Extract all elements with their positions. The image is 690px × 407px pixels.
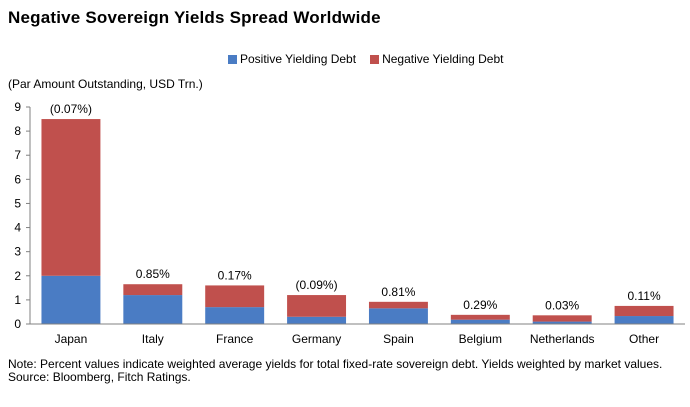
x-tick-label-france: France <box>216 332 254 346</box>
legend: Positive Yielding Debt Negative Yielding… <box>228 52 518 66</box>
y-tick-label: 3 <box>14 245 21 259</box>
x-tick-label-netherlands: Netherlands <box>530 332 595 346</box>
chart-title: Negative Sovereign Yields Spread Worldwi… <box>8 8 381 27</box>
bar-positive-france <box>205 307 265 324</box>
bar-negative-germany <box>287 295 347 317</box>
bar-negative-japan <box>41 119 101 276</box>
note-text: Note: Percent values indicate weighted a… <box>8 357 663 371</box>
x-tick-label-belgium: Belgium <box>459 332 502 346</box>
bar-negative-france <box>205 285 265 308</box>
x-tick-label-other: Other <box>629 332 659 346</box>
data-label-netherlands: 0.03% <box>545 298 579 312</box>
bar-positive-italy <box>123 295 183 324</box>
y-axis-label: (Par Amount Outstanding, USD Trn.) <box>8 77 203 91</box>
bar-negative-spain <box>368 301 428 309</box>
bar-negative-netherlands <box>532 315 592 322</box>
legend-label-positive: Positive Yielding Debt <box>240 52 357 66</box>
x-tick-label-japan: Japan <box>55 332 88 346</box>
data-label-spain: 0.81% <box>381 285 415 299</box>
source-text: Source: Bloomberg, Fitch Ratings. <box>8 370 191 384</box>
y-tick-label: 9 <box>14 100 21 114</box>
legend-item-negative: Negative Yielding Debt <box>370 52 504 66</box>
x-tick-label-spain: Spain <box>383 332 414 346</box>
y-tick-label: 0 <box>14 317 21 331</box>
data-label-belgium: 0.29% <box>463 298 497 312</box>
y-tick-label: 2 <box>14 269 21 283</box>
y-tick-label: 8 <box>14 124 21 138</box>
y-tick-label: 6 <box>14 172 21 186</box>
bar-positive-netherlands <box>532 321 592 324</box>
bar-positive-spain <box>368 308 428 324</box>
y-tick-label: 1 <box>14 293 21 307</box>
legend-swatch-positive <box>228 54 237 64</box>
data-label-japan: (0.07%) <box>50 102 92 116</box>
legend-label-negative: Negative Yielding Debt <box>382 52 504 66</box>
bar-positive-japan <box>41 275 101 324</box>
data-label-france: 0.17% <box>218 268 252 282</box>
bar-positive-germany <box>287 316 347 324</box>
bar-negative-italy <box>123 284 183 296</box>
data-label-italy: 0.85% <box>136 267 170 281</box>
bar-negative-belgium <box>450 314 510 320</box>
y-tick-label: 7 <box>14 148 21 162</box>
data-label-other: 0.11% <box>627 289 660 303</box>
chart-note: Note: Percent values indicate weighted a… <box>8 358 683 384</box>
legend-item-positive: Positive Yielding Debt <box>228 52 356 66</box>
bar-negative-other <box>614 305 674 317</box>
x-tick-label-germany: Germany <box>292 332 341 346</box>
bar-positive-other <box>614 316 674 324</box>
legend-swatch-negative <box>370 54 380 64</box>
y-tick-label: 4 <box>14 221 21 235</box>
bar-positive-belgium <box>450 319 510 324</box>
data-label-germany: (0.09%) <box>296 278 338 292</box>
y-tick-label: 5 <box>14 196 21 210</box>
x-tick-label-italy: Italy <box>142 332 164 346</box>
